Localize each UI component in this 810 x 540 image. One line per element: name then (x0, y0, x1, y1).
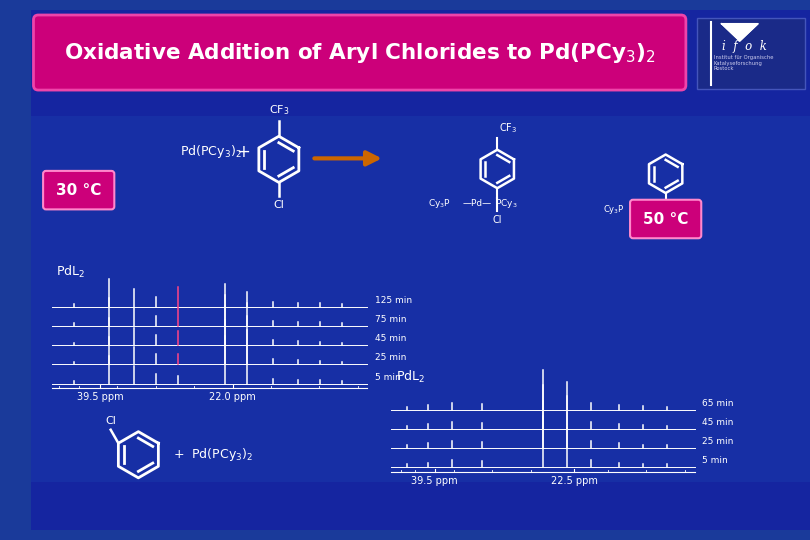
Text: Cl: Cl (661, 219, 670, 228)
Text: PdL$_2$: PdL$_2$ (396, 369, 425, 386)
Text: Cl: Cl (105, 416, 116, 426)
Text: 50 °C: 50 °C (643, 212, 688, 226)
Text: 22.5 ppm: 22.5 ppm (551, 476, 598, 486)
Text: Cl: Cl (492, 215, 502, 225)
Text: PCy$_3$: PCy$_3$ (496, 197, 518, 210)
FancyBboxPatch shape (630, 200, 701, 238)
Text: +: + (237, 143, 250, 160)
Text: 25 min: 25 min (702, 437, 734, 446)
Text: CF$_3$: CF$_3$ (269, 103, 289, 117)
Text: Pd(PCy$_3$)$_2$: Pd(PCy$_3$)$_2$ (180, 143, 241, 160)
Polygon shape (722, 24, 758, 41)
Text: 25 min: 25 min (375, 353, 407, 362)
Text: —Pd—: —Pd— (639, 205, 666, 214)
Text: Rostock: Rostock (714, 66, 735, 71)
Bar (697, 18, 805, 89)
FancyBboxPatch shape (43, 171, 114, 210)
Text: 65 min: 65 min (702, 399, 734, 408)
Text: 75 min: 75 min (375, 315, 407, 324)
Text: PdL$_2$: PdL$_2$ (56, 264, 85, 280)
Text: Oxidative Addition of Aryl Chlorides to Pd(PCy$_3$)$_2$: Oxidative Addition of Aryl Chlorides to … (64, 40, 655, 65)
FancyBboxPatch shape (33, 15, 686, 90)
Bar (31, 116, 810, 482)
Text: 125 min: 125 min (375, 295, 412, 305)
Text: —Pd—: —Pd— (463, 199, 492, 208)
Text: Cy$_3$P: Cy$_3$P (428, 197, 451, 210)
Text: 45 min: 45 min (375, 334, 407, 343)
Text: 39.5 ppm: 39.5 ppm (77, 392, 123, 402)
Text: PCy$_3$: PCy$_3$ (670, 203, 691, 216)
Text: Cy$_3$P: Cy$_3$P (603, 203, 625, 216)
Text: Katalyseforschung: Katalyseforschung (714, 60, 763, 66)
Text: Institut für Organische: Institut für Organische (714, 55, 774, 60)
Text: i  f  o  k: i f o k (723, 40, 767, 53)
Text: Cl: Cl (274, 200, 284, 210)
Text: +  Pd(PCy$_3$)$_2$: + Pd(PCy$_3$)$_2$ (173, 446, 253, 463)
Text: 22.0 ppm: 22.0 ppm (209, 392, 256, 402)
Text: 5 min: 5 min (702, 456, 728, 465)
Text: 30 °C: 30 °C (56, 183, 101, 198)
Text: CF$_3$: CF$_3$ (499, 122, 518, 136)
Text: 39.5 ppm: 39.5 ppm (411, 476, 458, 486)
Text: 45 min: 45 min (702, 418, 734, 427)
Text: 5 min: 5 min (375, 373, 401, 382)
